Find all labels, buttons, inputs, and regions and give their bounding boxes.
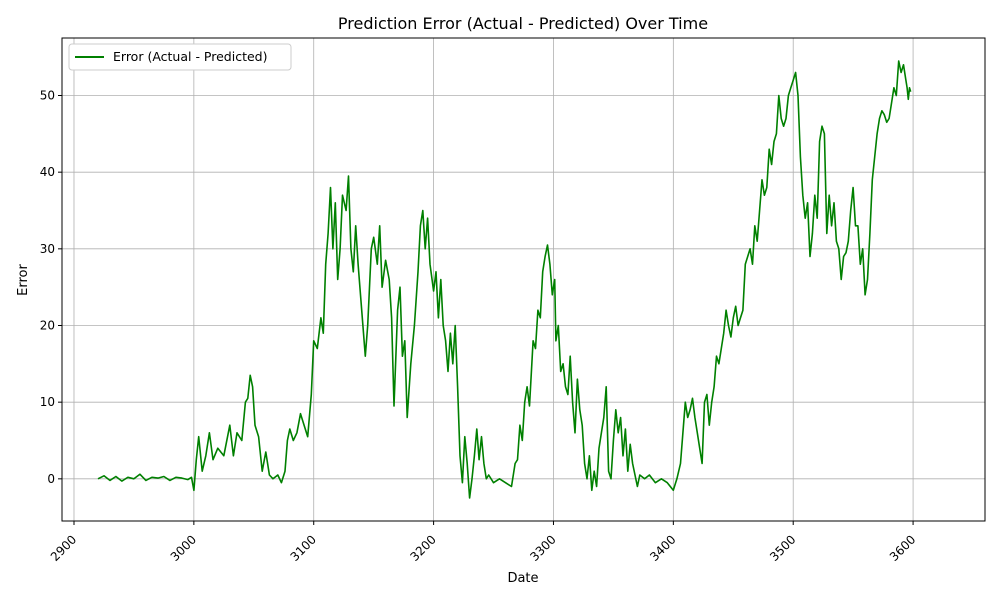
y-tick-label: 0	[47, 472, 55, 486]
grid-lines	[62, 38, 985, 521]
y-tick-label: 40	[40, 165, 55, 179]
y-tick-label: 50	[40, 89, 55, 103]
legend: Error (Actual - Predicted)	[68, 43, 292, 71]
y-axis-title: Error	[16, 264, 31, 296]
y-axis-ticks: 0 10 20 30 40 50	[40, 89, 62, 486]
x-axis-title: Date	[507, 571, 538, 586]
series-layer	[97, 60, 912, 499]
series-line	[97, 60, 912, 499]
plot-area	[62, 38, 985, 521]
chart-title: Prediction Error (Actual - Predicted) Ov…	[338, 14, 708, 33]
legend-label: Error (Actual - Predicted)	[113, 49, 268, 64]
y-tick-label: 30	[40, 242, 55, 256]
legend-box	[68, 43, 292, 71]
plot-frame	[61, 37, 986, 522]
y-tick-label: 20	[40, 319, 55, 333]
y-tick-label: 10	[40, 395, 55, 409]
